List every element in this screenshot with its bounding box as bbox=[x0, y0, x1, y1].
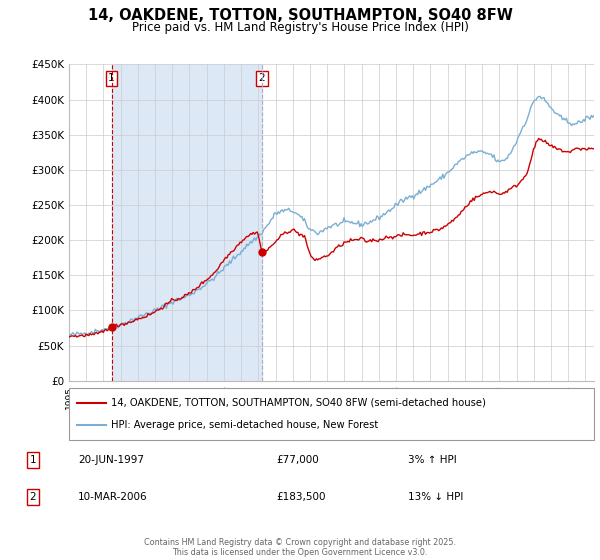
Text: 14, OAKDENE, TOTTON, SOUTHAMPTON, SO40 8FW: 14, OAKDENE, TOTTON, SOUTHAMPTON, SO40 8… bbox=[88, 8, 512, 24]
Text: 1: 1 bbox=[108, 73, 115, 83]
Text: 10-MAR-2006: 10-MAR-2006 bbox=[78, 492, 148, 502]
Text: 2: 2 bbox=[259, 73, 265, 83]
Text: 2: 2 bbox=[29, 492, 37, 502]
Bar bbox=[112, 64, 262, 381]
Text: 20-JUN-1997: 20-JUN-1997 bbox=[78, 455, 144, 465]
Text: Contains HM Land Registry data © Crown copyright and database right 2025.
This d: Contains HM Land Registry data © Crown c… bbox=[144, 538, 456, 557]
Text: HPI: Average price, semi-detached house, New Forest: HPI: Average price, semi-detached house,… bbox=[111, 420, 378, 430]
Text: 14, OAKDENE, TOTTON, SOUTHAMPTON, SO40 8FW (semi-detached house): 14, OAKDENE, TOTTON, SOUTHAMPTON, SO40 8… bbox=[111, 398, 486, 408]
Text: Price paid vs. HM Land Registry's House Price Index (HPI): Price paid vs. HM Land Registry's House … bbox=[131, 21, 469, 34]
Text: £183,500: £183,500 bbox=[276, 492, 325, 502]
Text: 1: 1 bbox=[29, 455, 37, 465]
Text: 3% ↑ HPI: 3% ↑ HPI bbox=[408, 455, 457, 465]
Text: £77,000: £77,000 bbox=[276, 455, 319, 465]
Text: 13% ↓ HPI: 13% ↓ HPI bbox=[408, 492, 463, 502]
